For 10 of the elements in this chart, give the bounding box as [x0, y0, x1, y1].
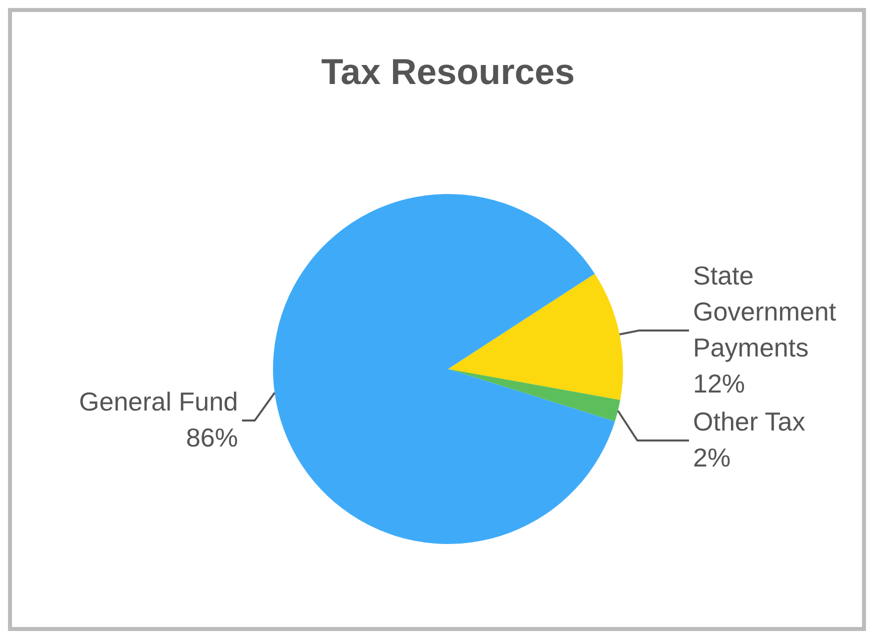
slice-label: State Government Payments: [693, 260, 837, 362]
slice-label: General Fund: [79, 386, 238, 416]
pie-slice: [273, 194, 615, 544]
pie-slice: [448, 274, 623, 400]
data-label: 12%: [693, 368, 746, 398]
slice-label: Other Tax: [693, 406, 806, 437]
data-label: 2%: [693, 442, 731, 473]
pie-slice: [448, 369, 620, 422]
data-label: 86%: [186, 422, 238, 452]
chart-title: Tax Resources: [321, 51, 575, 92]
